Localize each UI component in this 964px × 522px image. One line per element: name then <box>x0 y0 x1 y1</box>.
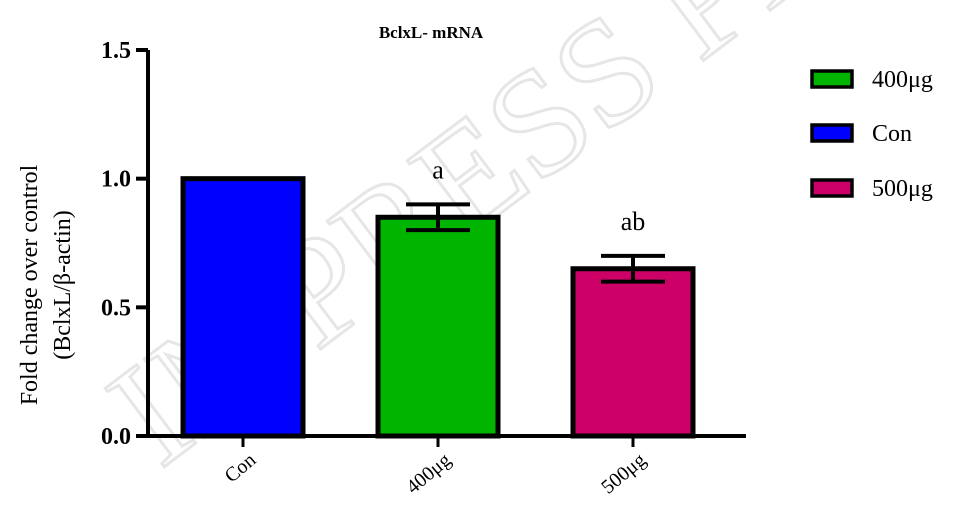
annotations-group: a ab <box>432 155 645 235</box>
y-tick-label-0: 0.0 <box>101 424 131 450</box>
bar-0 <box>180 176 306 439</box>
legend-label-1: Con <box>872 121 912 147</box>
error-bars-group <box>406 202 665 284</box>
x-tick-label-1: 400μg <box>402 449 455 498</box>
legend-swatch-0 <box>810 69 854 89</box>
y-tick-label-2: 1.0 <box>101 167 131 193</box>
legend-label-0: 400μg <box>872 67 933 93</box>
y-axis-label-line1: Fold change over control <box>17 164 43 405</box>
legend-swatch-2 <box>810 178 854 198</box>
y-ticks-group: 0.0 0.5 1.0 1.5 <box>101 38 148 450</box>
significance-label-1: a <box>432 155 444 184</box>
y-tick-label-1: 0.5 <box>101 295 131 321</box>
x-ticks-group: Con 400μg 500μg <box>221 436 650 498</box>
chart-title: BclxL- mRNA <box>379 23 484 42</box>
x-tick-label-2: 500μg <box>597 449 650 498</box>
legend-swatch-1 <box>810 123 854 143</box>
legend-label-2: 500μg <box>872 176 933 202</box>
y-axis-label-line2: (BclxL/β-actin) <box>50 210 76 359</box>
significance-label-2: ab <box>621 207 646 236</box>
bar-2 <box>570 266 696 439</box>
bar-1 <box>375 214 501 439</box>
y-tick-label-3: 1.5 <box>101 38 131 64</box>
legend: 400μg Con 500μg <box>810 67 933 202</box>
